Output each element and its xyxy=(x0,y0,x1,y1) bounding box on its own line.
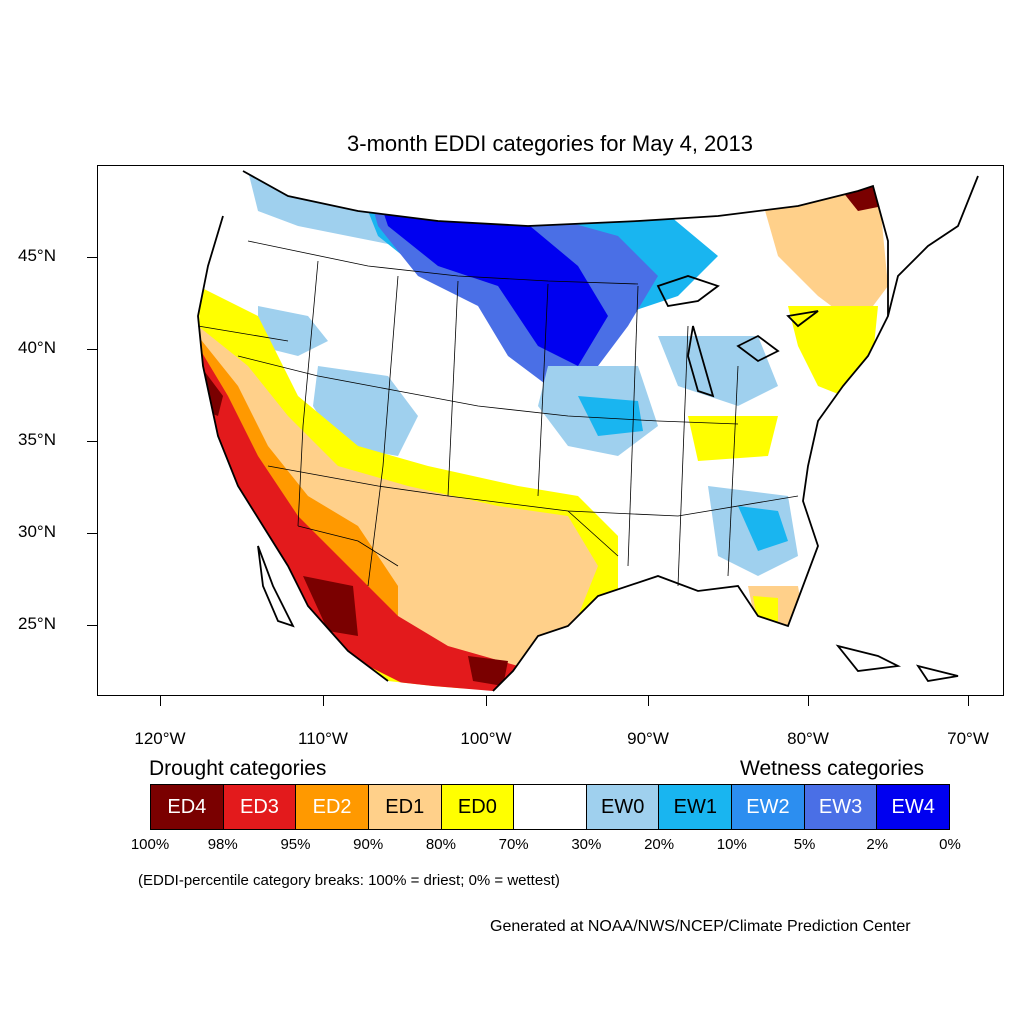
lat-tick xyxy=(87,625,97,626)
percentile-label: 5% xyxy=(793,836,816,853)
lon-label: 80°W xyxy=(787,729,829,748)
coastlines xyxy=(197,170,979,692)
percentile-label: 2% xyxy=(866,836,889,853)
colorbar-cell: ED2 xyxy=(296,785,369,829)
lon-tick xyxy=(648,696,649,706)
lat-tick xyxy=(87,349,97,350)
lon-tick xyxy=(160,696,161,706)
map-title: 3-month EDDI categories for May 4, 2013 xyxy=(347,131,753,156)
percentile-label: 20% xyxy=(644,836,675,853)
percentile-label: 95% xyxy=(280,836,311,853)
percentile-label: 30% xyxy=(571,836,602,853)
lon-tick xyxy=(968,696,969,706)
lon-label: 90°W xyxy=(627,729,669,748)
lon-label: 100°W xyxy=(460,729,512,748)
eddi-map-graphic xyxy=(197,170,979,692)
colorbar-cell: ED3 xyxy=(223,785,297,829)
lat-label: 25°N xyxy=(18,614,56,633)
colorbar-cell: EW4 xyxy=(877,785,950,829)
lon-label: 110°W xyxy=(298,729,348,748)
percentile-label: 80% xyxy=(425,836,456,853)
credit-line: Generated at NOAA/NWS/NCEP/Climate Predi… xyxy=(490,918,911,935)
state-boundaries xyxy=(197,240,799,587)
percentile-label: 10% xyxy=(716,836,747,853)
lat-label: 45°N xyxy=(18,246,56,265)
category-colorbar: ED4 ED3 ED2 ED1 ED0 EW0 EW1 EW2 EW3 EW4 xyxy=(150,784,950,830)
colorbar-cell: EW0 xyxy=(586,785,660,829)
eddi-map xyxy=(97,165,1004,696)
colorbar-cell: EW3 xyxy=(804,785,878,829)
lon-tick xyxy=(486,696,487,706)
lon-tick xyxy=(323,696,324,706)
lat-label: 35°N xyxy=(18,430,56,449)
category-shading xyxy=(198,171,888,691)
percentile-label: 0% xyxy=(939,836,961,853)
drought-heading: Drought categories xyxy=(149,757,327,780)
colorbar-cell: ED4 xyxy=(151,785,224,829)
lon-label: 120°W xyxy=(134,729,186,748)
lat-tick xyxy=(87,257,97,258)
percentile-label: 90% xyxy=(353,836,384,853)
lon-label: 70°W xyxy=(947,729,989,748)
colorbar-cell: EW2 xyxy=(732,785,805,829)
percentile-label: 98% xyxy=(207,836,238,853)
colorbar-cell: ED1 xyxy=(368,785,442,829)
lat-tick xyxy=(87,533,97,534)
colorbar-cell xyxy=(514,785,587,829)
wetness-heading: Wetness categories xyxy=(740,757,925,780)
footnote: (EDDI-percentile category breaks: 100% =… xyxy=(138,872,560,889)
percentile-label: 70% xyxy=(498,836,529,853)
lat-label: 40°N xyxy=(18,338,56,357)
colorbar-cell: EW1 xyxy=(659,785,733,829)
colorbar-cell: ED0 xyxy=(441,785,515,829)
lat-tick xyxy=(87,441,97,442)
lat-label: 30°N xyxy=(18,522,56,541)
lon-tick xyxy=(808,696,809,706)
percentile-label: 100% xyxy=(130,836,170,853)
